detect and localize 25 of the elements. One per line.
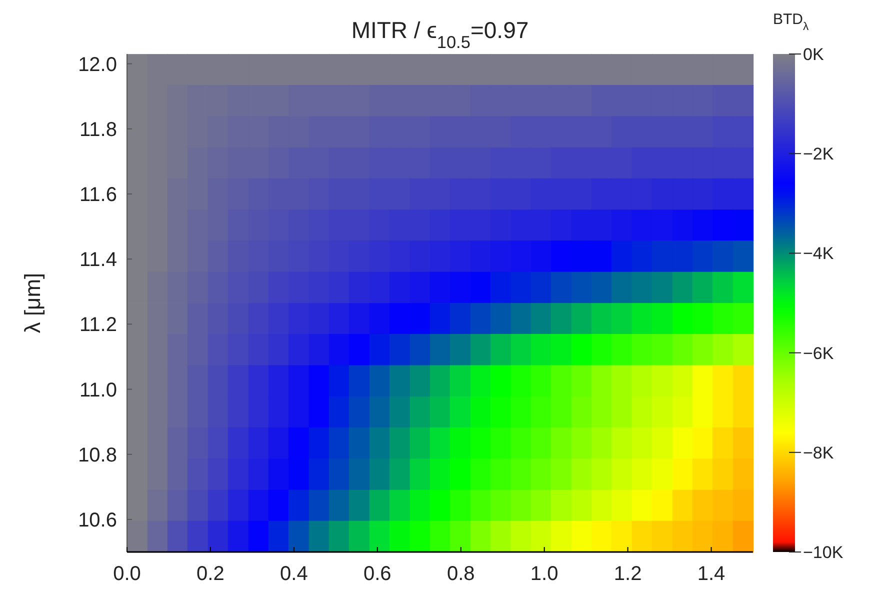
x-tick-label: 0.2 bbox=[196, 563, 224, 585]
color-bar-label: 0K bbox=[803, 44, 824, 64]
y-tick-label: 11.8 bbox=[80, 118, 117, 141]
color-bar-label: −8K bbox=[803, 443, 834, 462]
color-bar-label: −6K bbox=[803, 344, 834, 363]
x-tick-label: 1.0 bbox=[530, 563, 558, 585]
y-tick-label: 12.0 bbox=[78, 54, 117, 76]
y-axis-title: λ [μm] bbox=[20, 272, 45, 334]
y-tick-label: 11.0 bbox=[80, 379, 117, 402]
y-tick-label: 10.8 bbox=[78, 444, 117, 466]
x-tick-label: 1.2 bbox=[614, 563, 642, 585]
y-tick-label: 11.4 bbox=[80, 249, 117, 272]
color-bar-label: −2K bbox=[803, 144, 834, 164]
x-tick-label: 0.6 bbox=[363, 563, 392, 585]
x-tick-label: 0.0 bbox=[113, 563, 141, 585]
x-tick-label: 0.8 bbox=[446, 563, 475, 585]
x-tick-label: 0.4 bbox=[280, 563, 308, 585]
color-bar-title: BTD$_{λ}$ bbox=[773, 11, 809, 33]
y-tick-label: 11.6 bbox=[80, 184, 117, 206]
chart-title: MITR / ϵ$_{10.5}$=0.97 bbox=[351, 17, 529, 52]
color-bar-label: −4K bbox=[803, 244, 834, 264]
color-bar-label: −10K bbox=[803, 542, 844, 562]
y-tick-label: 11.2 bbox=[80, 314, 117, 336]
x-tick-label: 1.4 bbox=[697, 563, 726, 585]
y-tick-label: 10.6 bbox=[78, 509, 117, 532]
